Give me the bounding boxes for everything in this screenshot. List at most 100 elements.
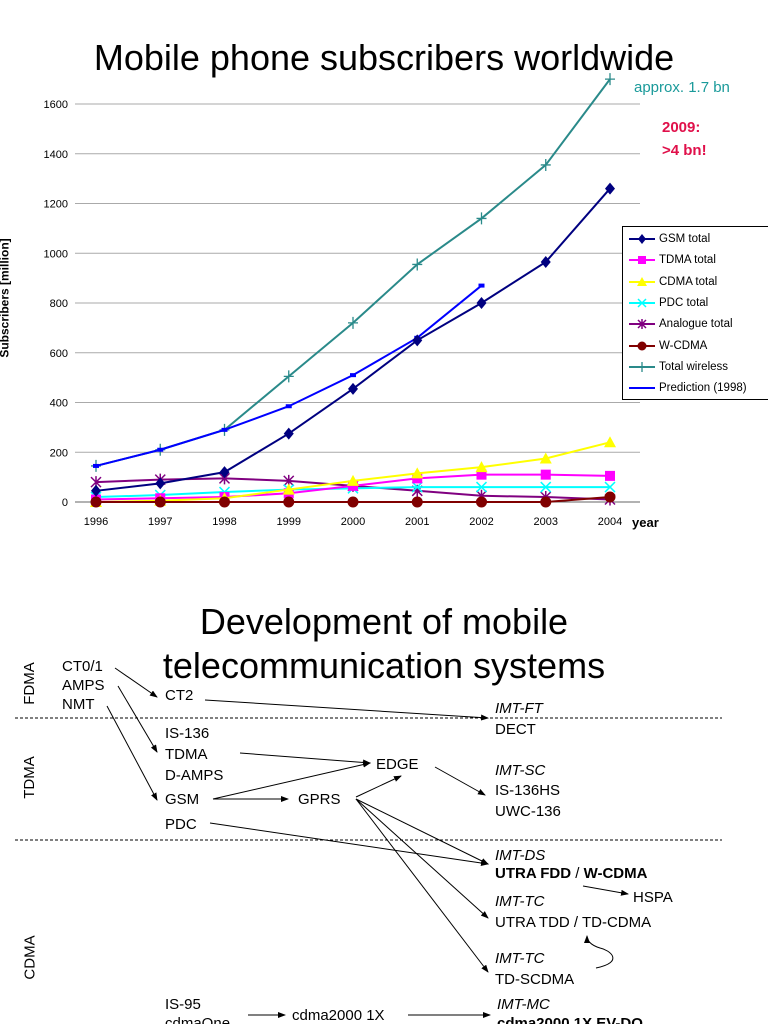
node-ct2: CT2 xyxy=(165,687,194,704)
data-point xyxy=(605,470,615,481)
x-tick-label: 2003 xyxy=(534,516,558,528)
data-point xyxy=(476,496,487,508)
data-point xyxy=(637,276,647,286)
arrow-gsm-edge xyxy=(212,761,371,800)
data-point xyxy=(476,212,487,225)
data-point xyxy=(219,466,230,479)
annotation-approx: approx. 1.7 bn xyxy=(634,79,730,96)
legend-item: TDMA total xyxy=(629,251,716,269)
x-tick-label: 2002 xyxy=(469,516,493,528)
legend-label: PDC total xyxy=(659,296,709,309)
node-evdo: cdma2000 1X EV-DO xyxy=(497,1015,643,1024)
x-tick-label: 2001 xyxy=(405,516,429,528)
legend-item: Analogue total xyxy=(629,315,733,333)
node-dect: DECT xyxy=(495,721,536,738)
data-point xyxy=(540,469,551,480)
node-utrafdd: UTRA FDD xyxy=(495,865,572,882)
legend-item: Total wireless xyxy=(629,358,728,376)
legend-swatch xyxy=(629,276,655,286)
data-point xyxy=(475,481,488,493)
data-point xyxy=(157,447,164,452)
data-point xyxy=(350,373,356,378)
node-hspa: HSPA xyxy=(633,889,673,906)
data-point xyxy=(347,496,359,508)
node-is95: IS-95 xyxy=(165,996,201,1013)
data-point xyxy=(90,496,102,508)
data-point xyxy=(540,255,551,268)
band-fdma: FDMA xyxy=(20,662,38,705)
arrow-utrafdd-hspa xyxy=(582,885,629,896)
data-point xyxy=(348,316,358,329)
annotation-4bn: >4 bn! xyxy=(662,142,707,159)
diagram-title-line1: Development of mobile xyxy=(199,601,569,642)
data-point xyxy=(476,469,487,480)
data-point xyxy=(91,484,101,497)
legend-label: CDMA total xyxy=(659,275,718,288)
data-point xyxy=(155,477,166,490)
node-edge: EDGE xyxy=(376,756,419,773)
arrow-gprs-edge xyxy=(355,775,402,798)
node-nmt: NMT xyxy=(62,696,95,713)
legend-label: Prediction (1998) xyxy=(659,382,747,395)
legend-swatch xyxy=(629,387,655,390)
y-tick-label: 1200 xyxy=(44,199,68,211)
arrow-gprs-tdscdma xyxy=(355,798,489,973)
node-imttc2: IMT-TC xyxy=(495,950,545,967)
node-amps: AMPS xyxy=(62,677,105,694)
arrow-tdscdma-utratdd xyxy=(584,935,614,969)
node-uwc136: UWC-136 xyxy=(495,803,561,820)
band-cdma: CDMA xyxy=(21,935,39,980)
data-point xyxy=(411,481,423,493)
annotation-2009: 2009: xyxy=(662,119,701,136)
data-point xyxy=(282,483,295,495)
band-tdma: TDMA xyxy=(20,756,38,799)
node-imttc1: IMT-TC xyxy=(495,893,545,910)
subscribers-chart: 0 200 400 600 800 1000 1200 1400 1600 1996 1997 199… xyxy=(44,73,640,528)
data-point xyxy=(285,404,292,409)
data-point xyxy=(154,496,166,508)
data-point xyxy=(539,452,552,464)
data-point xyxy=(283,370,294,383)
y-tick-label: 1000 xyxy=(44,248,68,260)
data-point xyxy=(478,283,485,288)
data-point xyxy=(347,474,359,486)
data-point xyxy=(540,158,551,171)
data-point xyxy=(476,297,487,309)
chart-title: Mobile phone subscribers worldwide xyxy=(93,37,675,78)
series-w-cdma xyxy=(90,491,616,508)
data-point xyxy=(411,496,423,508)
y-tick-label: 200 xyxy=(50,447,68,459)
arrow-ct2-dect xyxy=(204,699,489,721)
legend-item: CDMA total xyxy=(629,273,717,291)
legend-item: GSM total xyxy=(629,230,710,248)
node-tdma: TDMA xyxy=(165,746,208,763)
legend-item: PDC total xyxy=(629,294,708,312)
node-imtft: IMT-FT xyxy=(495,700,543,717)
node-damps: D-AMPS xyxy=(165,767,224,784)
x-tick-label: 1996 xyxy=(84,516,108,528)
series-gsm-total xyxy=(91,182,615,497)
data-point xyxy=(412,334,423,347)
legend-label: Total wireless xyxy=(659,360,729,373)
data-point xyxy=(540,481,552,493)
y-tick-label: 400 xyxy=(50,398,68,410)
x-tick-label: 1998 xyxy=(212,516,236,528)
legend-swatch xyxy=(629,256,655,265)
node-is136: IS-136 xyxy=(165,725,210,742)
node-imtsc: IMT-SC xyxy=(495,762,546,779)
data-point xyxy=(411,467,424,479)
node-gprs: GPRS xyxy=(298,791,341,808)
data-point xyxy=(283,427,294,440)
data-point xyxy=(475,461,488,473)
node-wcdma: W-CDMA xyxy=(583,865,648,882)
x-tick-label: 2004 xyxy=(598,516,622,528)
node-utratdd: UTRA TDD / TD-CDMA xyxy=(495,914,652,931)
arrow-tdma-edge xyxy=(239,752,371,766)
data-point xyxy=(283,496,295,508)
x-tick-label: 2000 xyxy=(341,516,365,528)
data-point xyxy=(93,463,99,468)
legend-item: Prediction (1998) xyxy=(629,379,747,397)
data-point xyxy=(637,298,647,308)
data-point xyxy=(221,427,228,432)
